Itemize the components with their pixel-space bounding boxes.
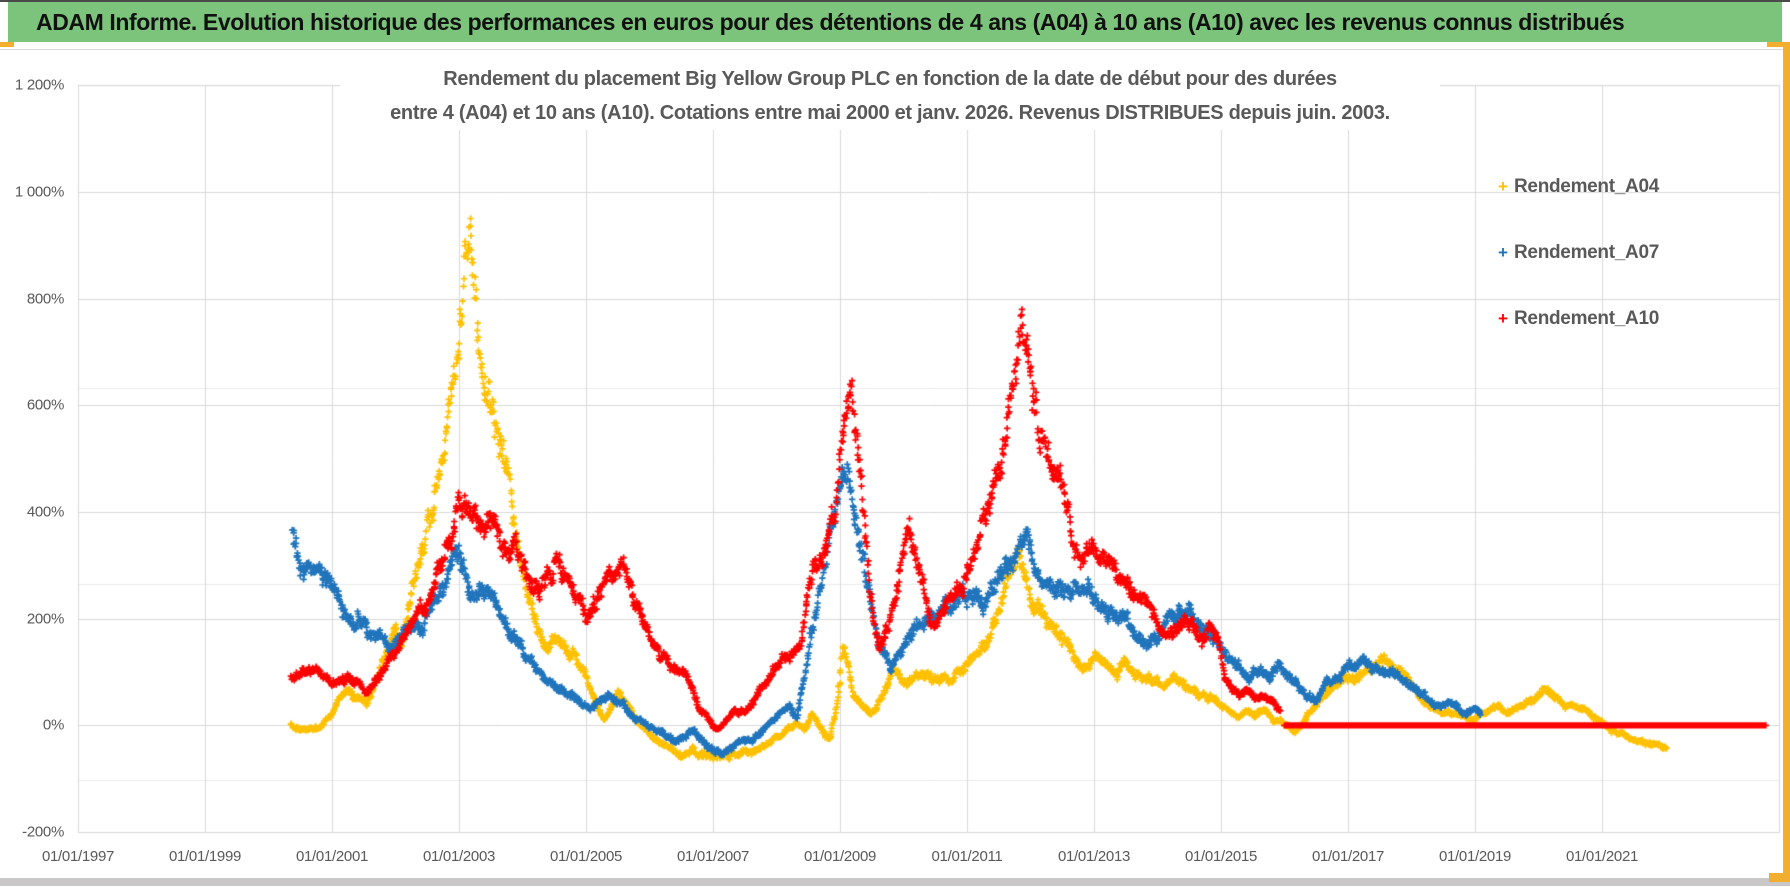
x-tick-label: 01/01/2015 [1184,848,1258,865]
gold-border-right [1783,42,1790,882]
x-tick-label: 01/01/2003 [422,848,496,865]
legend-item-rendement-a04[interactable]: + Rendement_A04 [1498,176,1659,198]
x-tick-label: 01/01/1997 [41,848,115,865]
x-tick-label: 01/01/2005 [549,848,623,865]
y-tick-label: 800% [26,290,64,308]
legend-label: Rendement_A07 [1514,242,1659,263]
y-tick-label: 1 000% [14,183,64,201]
chart-title-line2: entre 4 (A04) et 10 ans (A10). Cotations… [390,102,1390,124]
plus-marker-icon: + [1498,309,1508,328]
plus-marker-icon: + [1498,243,1508,262]
chart-title-line1: Rendement du placement Big Yellow Group … [443,68,1337,90]
x-tick-label: 01/01/2017 [1311,848,1385,865]
legend-item-rendement-a07[interactable]: + Rendement_A07 [1498,242,1659,264]
plus-marker-icon: + [1498,177,1508,196]
gold-border-corner [1769,873,1790,882]
y-tick-label: -200% [22,823,64,841]
y-tick-label: 400% [26,503,64,521]
x-tick-label: 01/01/2007 [676,848,750,865]
x-tick-label: 01/01/2001 [295,848,369,865]
x-tick-label: 01/01/2011 [931,848,1003,865]
bottom-border-strip [0,878,1790,886]
y-tick-label: 1 200% [14,76,64,94]
chart-legend: + Rendement_A04 + Rendement_A07 + Rendem… [1498,176,1659,374]
chart-title: Rendement du placement Big Yellow Group … [340,62,1440,130]
x-tick-label: 01/01/2021 [1565,848,1639,865]
y-tick-label: 600% [26,396,64,414]
legend-label: Rendement_A04 [1514,176,1659,197]
legend-label: Rendement_A10 [1514,308,1659,329]
x-tick-label: 01/01/2009 [803,848,877,865]
y-tick-label: 0% [42,716,64,734]
y-tick-label: 200% [26,610,64,628]
x-tick-label: 01/01/2013 [1057,848,1131,865]
x-tick-label: 01/01/1999 [168,848,242,865]
x-tick-label: 01/01/2019 [1438,848,1512,865]
legend-item-rendement-a10[interactable]: + Rendement_A10 [1498,308,1659,330]
